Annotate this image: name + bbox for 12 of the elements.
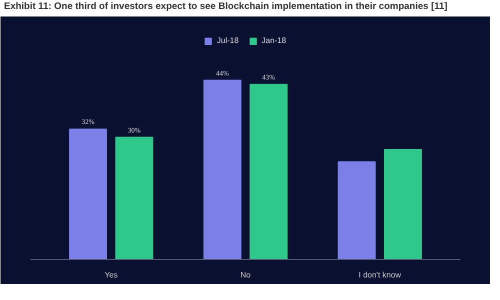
bar xyxy=(203,80,242,260)
legend-label: Jan-18 xyxy=(262,36,286,45)
bar xyxy=(69,128,108,260)
chart-title: Exhibit 11: One third of investors expect to see Blockchain implementation in their companies [11] xyxy=(4,0,448,14)
bar xyxy=(250,84,288,260)
x-tick-label: I don't know xyxy=(358,270,402,280)
x-tick-label: Yes xyxy=(104,270,118,280)
bar xyxy=(338,161,376,260)
legend-label: Jul-18 xyxy=(216,36,239,45)
bar xyxy=(384,149,422,260)
x-tick-label: No xyxy=(240,270,252,280)
bar xyxy=(115,136,154,260)
